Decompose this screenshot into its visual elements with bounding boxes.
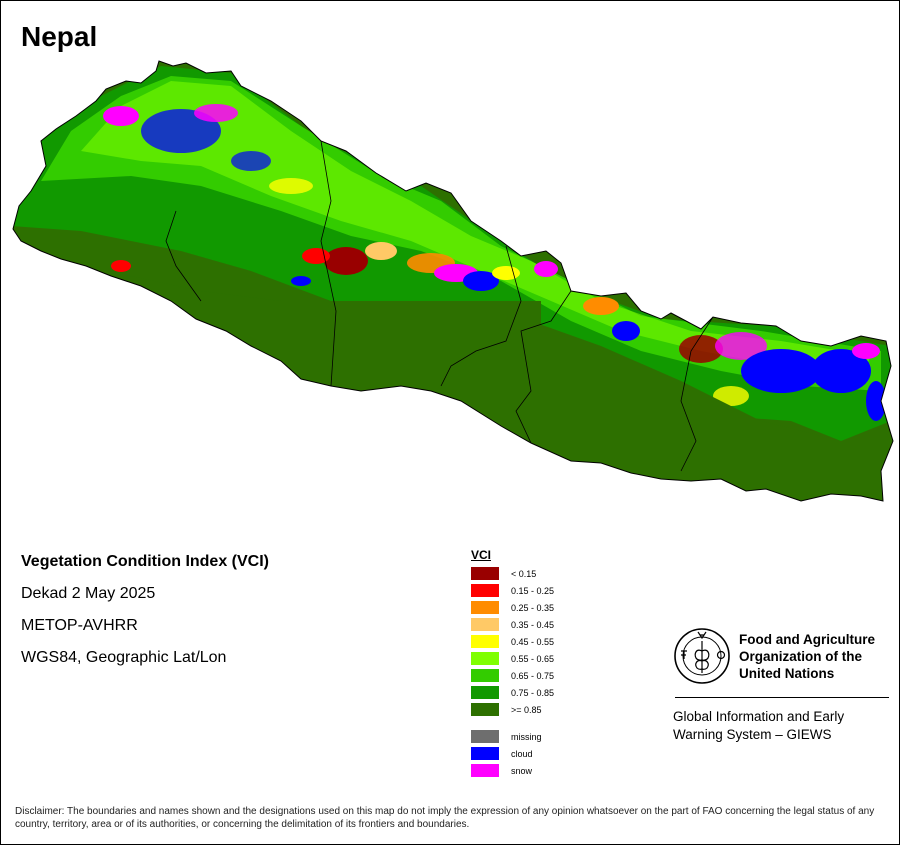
legend-swatch — [471, 584, 499, 597]
legend-item: cloud — [471, 745, 621, 762]
legend-special: missing cloud snow — [471, 728, 621, 779]
legend-label: 0.35 - 0.45 — [511, 619, 555, 630]
period: Dekad 2 May 2025 — [21, 585, 156, 602]
legend-item: 0.35 - 0.45 — [471, 616, 621, 633]
fao-logo-icon — [674, 628, 730, 684]
divider — [675, 697, 889, 698]
legend-label: 0.55 - 0.65 — [511, 653, 555, 664]
legend-label: 0.75 - 0.85 — [511, 687, 555, 698]
legend-swatch — [471, 567, 499, 580]
high-mountain-anomalies — [103, 104, 886, 421]
sensor: METOP-AVHRR — [21, 617, 138, 634]
legend-item: snow — [471, 762, 621, 779]
legend-label: 0.15 - 0.25 — [511, 585, 555, 596]
legend-swatch — [471, 747, 499, 760]
legend-swatch — [471, 601, 499, 614]
legend-swatch — [471, 635, 499, 648]
legend-item: 0.15 - 0.25 — [471, 582, 621, 599]
legend-label: snow — [511, 765, 533, 776]
legend-swatch — [471, 764, 499, 777]
legend-item: 0.75 - 0.85 — [471, 684, 621, 701]
vci-raster — [13, 61, 893, 501]
legend-label: cloud — [511, 748, 533, 759]
legend-swatch — [471, 730, 499, 743]
legend-item: 0.45 - 0.55 — [471, 633, 621, 650]
map-title: Nepal — [21, 21, 98, 52]
legend-label: 0.25 - 0.35 — [511, 602, 555, 613]
legend-item: >= 0.85 — [471, 701, 621, 718]
legend-item: 0.55 - 0.65 — [471, 650, 621, 667]
legend-swatch — [471, 703, 499, 716]
legend-swatch — [471, 686, 499, 699]
legend-title: VCI — [471, 548, 492, 562]
legend-item: < 0.15 — [471, 565, 621, 582]
legend-item: 0.65 - 0.75 — [471, 667, 621, 684]
legend-classes: < 0.15 0.15 - 0.25 0.25 - 0.35 0.35 - 0.45 0… — [471, 565, 621, 718]
legend-label: 0.45 - 0.55 — [511, 636, 555, 647]
organization-name: Food and Agriculture Organization of the… — [739, 631, 875, 681]
legend-item: missing — [471, 728, 621, 745]
province-boundaries — [165, 140, 714, 472]
index-name: Vegetation Condition Index (VCI) — [21, 553, 269, 570]
projection: WGS84, Geographic Lat/Lon — [21, 649, 227, 666]
legend-item: 0.25 - 0.35 — [471, 599, 621, 616]
legend-label: missing — [511, 731, 542, 742]
legend-swatch — [471, 652, 499, 665]
map-info: Vegetation Condition Index (VCI) Dekad 2… — [21, 553, 269, 681]
legend-swatch — [471, 618, 499, 631]
legend-swatch — [471, 669, 499, 682]
vci-legend: VCI < 0.15 0.15 - 0.25 0.25 - 0.35 0.35 - 0… — [471, 548, 621, 779]
legend-label: < 0.15 — [511, 568, 537, 579]
disclaimer: Disclaimer: The boundaries and names sho… — [15, 806, 875, 830]
vci-map — [1, 1, 899, 531]
nepal-vci-map-svg — [12, 60, 894, 502]
system-name: Global Information and Early Warning Sys… — [673, 709, 845, 742]
legend-label: >= 0.85 — [511, 704, 542, 715]
fao-branding: Food and Agriculture Organization of the… — [673, 627, 889, 744]
legend-label: 0.65 - 0.75 — [511, 670, 555, 681]
